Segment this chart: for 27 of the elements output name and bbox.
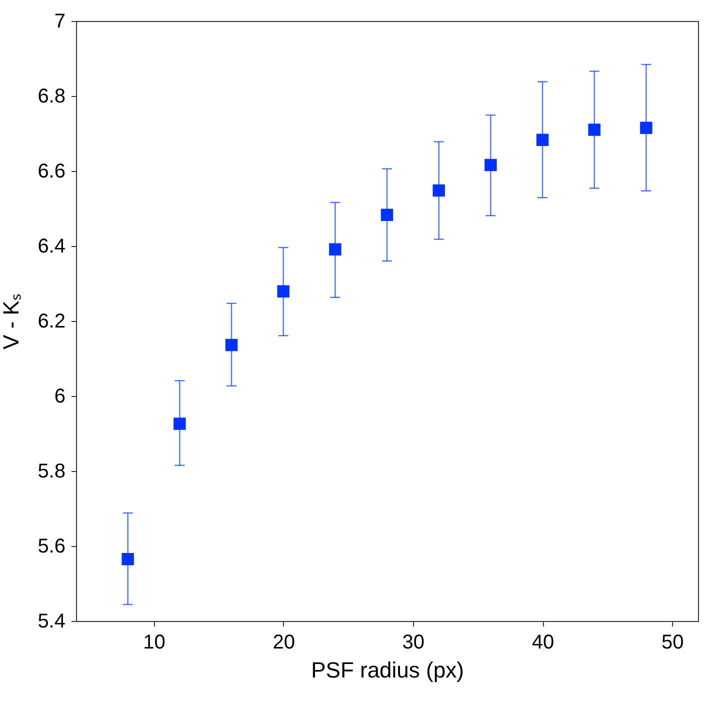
y-tick-label: 6.8 xyxy=(38,86,66,108)
x-tick-label: 20 xyxy=(272,632,295,654)
x-tick-label: 40 xyxy=(532,632,554,654)
y-tick-label: 5.8 xyxy=(38,460,66,482)
point xyxy=(225,338,238,352)
point xyxy=(174,418,186,430)
x-axis-title: PSF radius (px) xyxy=(311,658,464,682)
y-tick-label: 6 xyxy=(54,386,66,408)
y-tick-label: 6.2 xyxy=(38,310,66,332)
point xyxy=(640,122,652,134)
x-tick-label: 10 xyxy=(143,632,166,654)
point xyxy=(277,285,290,298)
point xyxy=(122,553,134,566)
point xyxy=(432,184,445,197)
y-tick-label: 7 xyxy=(54,10,66,32)
y-tick-label: 5.4 xyxy=(38,610,66,632)
y-tick-label: 5.6 xyxy=(38,536,66,558)
y-tick-label: 6.4 xyxy=(38,236,66,258)
point xyxy=(484,158,497,172)
x-tick-label: 30 xyxy=(402,632,425,654)
point xyxy=(588,124,600,136)
y-axis-title: V - Kₛ xyxy=(0,294,24,350)
y-tick-label: 6.6 xyxy=(38,160,66,182)
point xyxy=(380,208,394,221)
x-tick-label: 50 xyxy=(661,632,684,654)
point xyxy=(536,134,549,146)
point xyxy=(329,243,342,256)
